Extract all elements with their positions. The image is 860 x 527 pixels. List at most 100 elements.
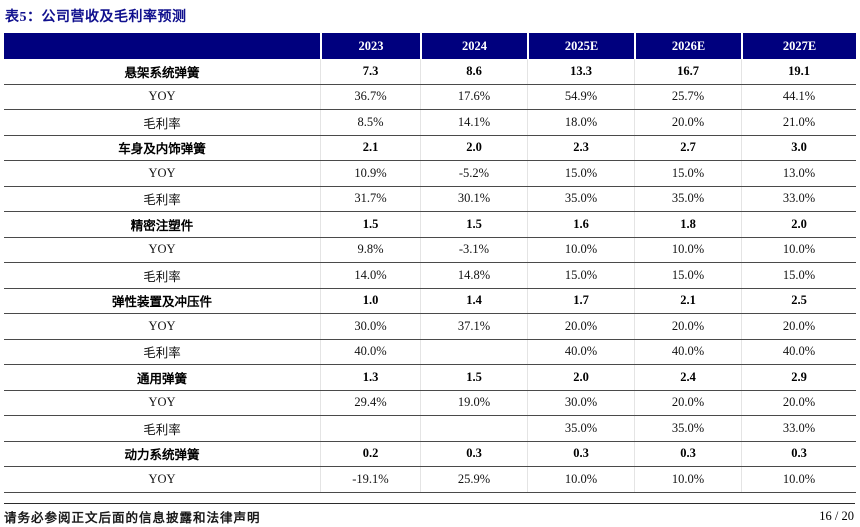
row-label: 毛利率 (143, 422, 181, 437)
table-cell: 2.1 (320, 135, 420, 160)
table-cell: 8.5% (320, 110, 420, 135)
table-cell: 3.0 (741, 135, 856, 160)
table-cell: 20.0% (741, 314, 856, 339)
row-label: YOY (148, 471, 176, 486)
table-row: 毛利率 8.5% 14.1% 18.0% 20.0% 21.0% (4, 110, 856, 136)
table-body: 悬架系统弹簧 7.3 8.6 13.3 16.7 19.1 YOY 36.7% 17.6% 54.… (4, 59, 856, 493)
table-row: 通用弹簧 1.3 1.5 2.0 2.4 2.9 (4, 365, 856, 391)
table-cell: 10.9% (320, 161, 420, 186)
footer-divider (4, 503, 855, 504)
table-cell: 15.0% (527, 263, 634, 288)
table-cell: 9.8% (320, 237, 420, 262)
table-cell: 1.4 (420, 288, 527, 313)
table-row: YOY 36.7% 17.6% 54.9% 25.7% 44.1% (4, 84, 856, 110)
table-cell: 31.7% (320, 186, 420, 211)
table-cell: 33.0% (741, 416, 856, 441)
table-cell: 1.0 (320, 288, 420, 313)
table-cell: 16.7 (634, 59, 741, 84)
page-footer: 请务必参阅正文后面的信息披露和法律声明 16 / 20 (4, 507, 854, 526)
table-cell: 40.0% (527, 339, 634, 364)
table-row: 车身及内饰弹簧 2.1 2.0 2.3 2.7 3.0 (4, 135, 856, 161)
table-cell: 2.3 (527, 135, 634, 160)
table-cell: 10.0% (741, 237, 856, 262)
table-cell: 2.9 (741, 365, 856, 390)
table-cell: 2.5 (741, 288, 856, 313)
table-cell: 10.0% (634, 467, 741, 492)
table-cell: 2.1 (634, 288, 741, 313)
table-cell: 35.0% (527, 186, 634, 211)
table-row: YOY 10.9% -5.2% 15.0% 15.0% 13.0% (4, 161, 856, 187)
header-cell-year: 2024 (420, 33, 527, 59)
footer-disclaimer: 请务必参阅正文后面的信息披露和法律声明 (4, 511, 261, 525)
row-label: 毛利率 (143, 193, 181, 208)
table-cell: 20.0% (527, 314, 634, 339)
row-label: YOY (148, 395, 176, 410)
table-cell: 29.4% (320, 390, 420, 415)
row-label: 车身及内饰弹簧 (118, 142, 206, 157)
table-cell: 14.8% (420, 263, 527, 288)
table-row: 毛利率 35.0% 35.0% 33.0% (4, 416, 856, 442)
table-cell (320, 416, 420, 441)
table-cell: 19.1 (741, 59, 856, 84)
table-cell: 10.0% (741, 467, 856, 492)
table-cell: 15.0% (527, 161, 634, 186)
row-label: YOY (148, 242, 176, 257)
table-cell: 40.0% (741, 339, 856, 364)
table-cell: 2.7 (634, 135, 741, 160)
table-cell: 44.1% (741, 84, 856, 109)
table-cell: 30.1% (420, 186, 527, 211)
table-cell: 30.0% (527, 390, 634, 415)
table-row: 弹性装置及冲压件 1.0 1.4 1.7 2.1 2.5 (4, 288, 856, 314)
table-cell: 25.9% (420, 467, 527, 492)
table-cell: 18.0% (527, 110, 634, 135)
table-cell: 1.6 (527, 212, 634, 237)
table-cell: 20.0% (741, 390, 856, 415)
table-cell: 35.0% (634, 416, 741, 441)
table-row: YOY 29.4% 19.0% 30.0% 20.0% 20.0% (4, 390, 856, 416)
table-cell: 54.9% (527, 84, 634, 109)
table-row: 毛利率 40.0% 40.0% 40.0% 40.0% (4, 339, 856, 365)
row-label: 悬架系统弹簧 (124, 65, 200, 80)
row-label: 通用弹簧 (136, 371, 187, 386)
table-row: 悬架系统弹簧 7.3 8.6 13.3 16.7 19.1 (4, 59, 856, 85)
table-cell: 1.8 (634, 212, 741, 237)
table-cell: 1.3 (320, 365, 420, 390)
table-cell: 10.0% (527, 237, 634, 262)
table-row: 毛利率 31.7% 30.1% 35.0% 35.0% 33.0% (4, 186, 856, 212)
row-label: 弹性装置及冲压件 (111, 295, 212, 310)
table-cell: 10.0% (634, 237, 741, 262)
table-cell: 14.1% (420, 110, 527, 135)
table-cell: 1.7 (527, 288, 634, 313)
table-row: 毛利率 14.0% 14.8% 15.0% 15.0% 15.0% (4, 263, 856, 289)
table-header-row: 2023 2024 2025E 2026E 2027E (4, 33, 856, 59)
table-row: 动力系统弹簧 0.2 0.3 0.3 0.3 0.3 (4, 441, 856, 467)
table-cell: 40.0% (320, 339, 420, 364)
table-cell: 0.2 (320, 441, 420, 466)
table-cell: 8.6 (420, 59, 527, 84)
table-cell: -5.2% (420, 161, 527, 186)
row-label: 动力系统弹簧 (124, 448, 200, 463)
row-label: 毛利率 (143, 346, 181, 361)
table-cell: -3.1% (420, 237, 527, 262)
table-cell: 7.3 (320, 59, 420, 84)
table-cell: 1.5 (320, 212, 420, 237)
table-cell: 19.0% (420, 390, 527, 415)
table-cell: -19.1% (320, 467, 420, 492)
table-cell (420, 416, 527, 441)
table-cell: 30.0% (320, 314, 420, 339)
table-cell: 20.0% (634, 110, 741, 135)
table-cell: 15.0% (634, 263, 741, 288)
table-cell: 35.0% (634, 186, 741, 211)
header-cell-year: 2027E (741, 33, 856, 59)
table-cell: 21.0% (741, 110, 856, 135)
table-cell: 15.0% (741, 263, 856, 288)
table-cell: 37.1% (420, 314, 527, 339)
header-cell-year: 2026E (634, 33, 741, 59)
row-label: YOY (148, 89, 176, 104)
table-cell: 10.0% (527, 467, 634, 492)
table-cell: 36.7% (320, 84, 420, 109)
table-cell: 35.0% (527, 416, 634, 441)
table-cell: 0.3 (741, 441, 856, 466)
table-cell: 33.0% (741, 186, 856, 211)
